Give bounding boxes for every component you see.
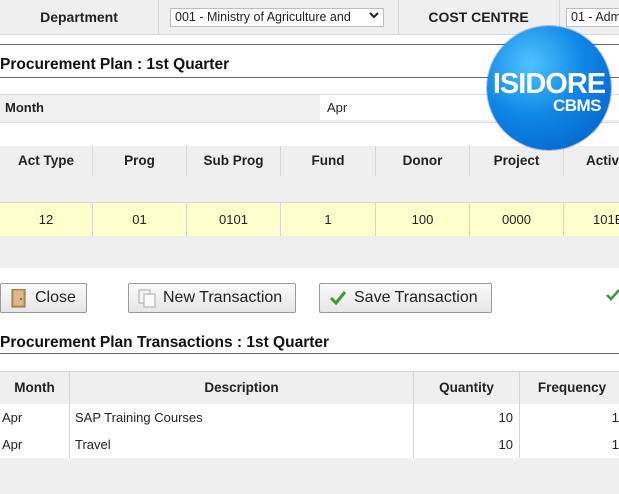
tx-cell-description: SAP Training Courses (70, 404, 414, 431)
transactions-table-header: Month Description Quantity Frequency (0, 371, 619, 405)
door-icon (11, 288, 27, 318)
grid-footer-row (0, 236, 619, 268)
table-row[interactable]: Apr Travel 10 1 (0, 431, 619, 459)
chevron-down-icon (368, 9, 380, 26)
column-header-sub-prog: Sub Prog (187, 146, 281, 176)
close-button-label: Close (35, 289, 76, 306)
tx-cell-description: Travel (70, 431, 414, 458)
tx-cell-frequency: 1 (611, 437, 619, 452)
copy-icon (138, 289, 158, 319)
cell-activity: 101E (593, 212, 619, 227)
column-header-act-type: Act Type (0, 146, 93, 176)
account-grid-header: Act Type Prog Sub Prog Fund Donor Projec… (0, 146, 619, 177)
column-header-fund: Fund (281, 146, 376, 176)
new-transaction-label: New Transaction (163, 289, 283, 306)
save-transaction-label: Save Transaction (354, 289, 478, 306)
divider (398, 0, 399, 34)
account-grid-row[interactable]: 12 01 0101 1 100 0000 101E (0, 202, 619, 237)
table-footer (0, 458, 619, 494)
cell-prog: 01 (93, 203, 187, 236)
tx-cell-frequency: 1 (611, 410, 619, 425)
column-header-activity: Activ (586, 153, 619, 168)
cell-sub-prog: 0101 (187, 203, 281, 236)
section-rule (0, 44, 619, 45)
tx-header-description: Description (70, 372, 414, 404)
tx-cell-quantity: 10 (414, 404, 520, 431)
save-transaction-button[interactable]: Save Transaction (319, 283, 492, 313)
tx-cell-quantity: 10 (414, 431, 520, 458)
cost-centre-label: COST CENTRE (428, 9, 529, 25)
column-header-donor: Donor (376, 146, 470, 176)
divider (559, 0, 560, 34)
tx-header-frequency: Frequency (537, 380, 607, 395)
checkmark-icon (606, 288, 619, 307)
month-label: Month (5, 100, 44, 115)
cell-fund: 1 (281, 203, 376, 236)
department-select-value: 001 - Ministry of Agriculture and (175, 10, 351, 24)
cell-donor: 100 (376, 203, 470, 236)
logo-main-text: ISIDORE (492, 68, 606, 100)
divider (158, 0, 159, 34)
department-select[interactable]: 001 - Ministry of Agriculture and (170, 8, 384, 27)
isidore-cbms-logo: ISIDORE CBMS (487, 26, 611, 150)
cost-centre-select-value: 01 - Adm (571, 10, 619, 24)
plan-title: Procurement Plan : 1st Quarter (0, 56, 230, 73)
column-header-project: Project (470, 146, 564, 176)
tx-cell-month: Apr (0, 404, 70, 431)
checkmark-icon (329, 288, 347, 316)
section-rule (0, 353, 619, 354)
grid-filter-row (0, 176, 619, 202)
tx-cell-month: Apr (0, 431, 70, 458)
close-button[interactable]: Close (0, 283, 87, 313)
department-label: Department (40, 9, 118, 25)
cell-project: 0000 (470, 203, 564, 236)
transactions-title: Procurement Plan Transactions : 1st Quar… (0, 334, 330, 351)
tx-header-month: Month (0, 372, 70, 404)
column-header-prog: Prog (93, 146, 187, 176)
cost-centre-select[interactable]: 01 - Adm (566, 8, 619, 27)
section-rule (0, 77, 619, 78)
table-row[interactable]: Apr SAP Training Courses 10 1 (0, 404, 619, 432)
logo-sub-text: CBMS (552, 96, 602, 115)
new-transaction-button[interactable]: New Transaction (128, 283, 296, 313)
tx-header-quantity: Quantity (414, 372, 520, 404)
cell-act-type: 12 (0, 203, 93, 236)
